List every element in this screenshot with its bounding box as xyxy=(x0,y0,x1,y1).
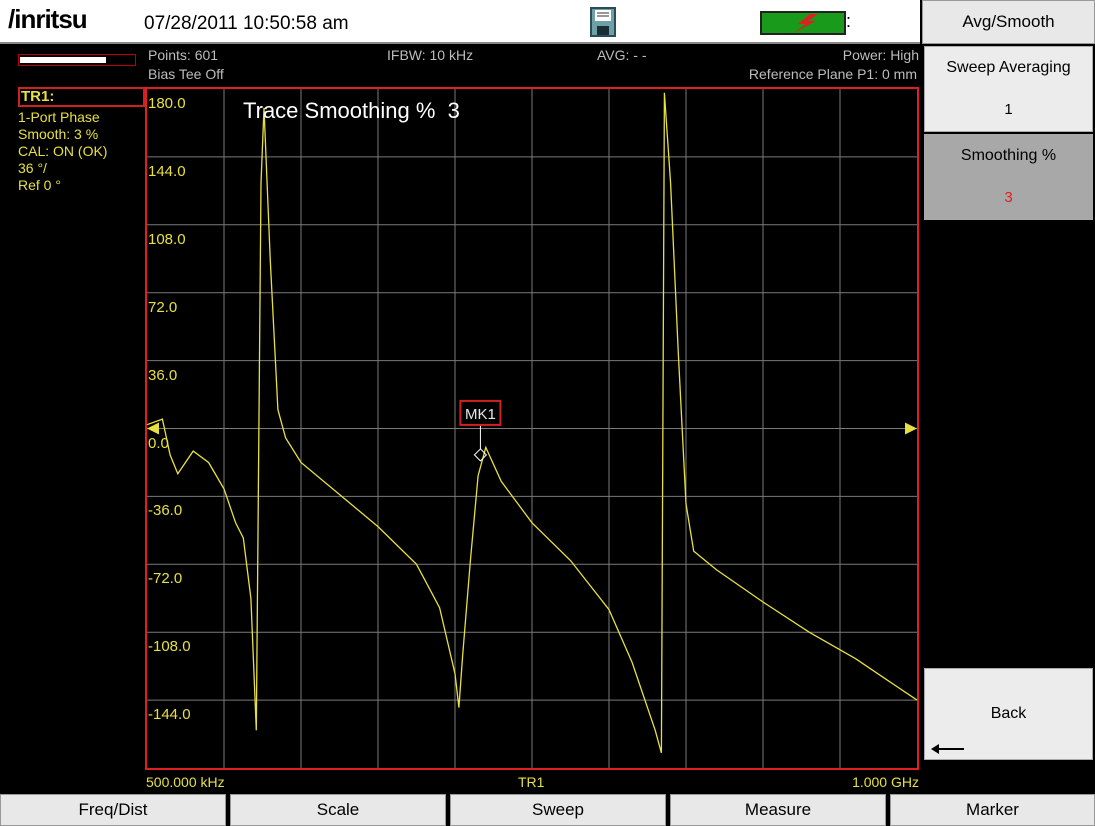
y-tick-label: 144.0 xyxy=(148,162,186,180)
softkey-panel: Avg/Smooth Sweep Averaging 1 Smoothing %… xyxy=(922,0,1095,792)
y-tick-label: -144.0 xyxy=(148,706,191,724)
y-tick-label: -36.0 xyxy=(148,502,183,520)
points-label: Points: 601 xyxy=(148,47,219,63)
reference-level-markers xyxy=(147,422,917,435)
avg-label: AVG: - - xyxy=(597,47,647,63)
trace-selector[interactable]: TR1: xyxy=(18,87,145,107)
battery-terminal: : xyxy=(846,11,852,31)
y-tick-label: 0.0 xyxy=(148,434,169,452)
trace-name: TR1: xyxy=(21,88,55,105)
y-tick-label: 36.0 xyxy=(148,366,178,384)
marker-label: MK1 xyxy=(465,406,496,423)
ref-marker-right xyxy=(905,422,917,435)
trace-series xyxy=(146,92,918,754)
y-tick-label: 108.0 xyxy=(148,230,186,248)
smoothing-percent-button[interactable]: Smoothing % 3 xyxy=(924,134,1093,220)
anritsu-logo: /inritsu xyxy=(8,4,88,34)
y-tick-label: 180.0 xyxy=(148,95,186,112)
smoothing-percent-label: Smoothing % xyxy=(960,147,1057,164)
reference-plane-label: Reference Plane P1: 0 mm xyxy=(748,66,917,82)
plot-grid xyxy=(147,89,917,768)
sweep-averaging-label: Sweep Averaging xyxy=(946,59,1071,76)
cal-status: CAL: ON (OK) xyxy=(18,143,108,159)
menu-marker[interactable]: Marker xyxy=(890,794,1095,826)
menu-freq-dist[interactable]: Freq/Dist xyxy=(0,794,226,826)
title-bar: /inritsu 07/28/2011 10:50:58 am : xyxy=(0,0,920,44)
marker-diamond xyxy=(473,448,488,462)
y-tick-label: 72.0 xyxy=(148,298,178,316)
smooth-status: Smooth: 3 % xyxy=(18,126,99,142)
bias-tee-label: Bias Tee Off xyxy=(148,66,224,82)
bottom-menu-bar: Freq/Dist Scale Sweep Measure Marker xyxy=(0,792,1095,826)
y-tick-label: -72.0 xyxy=(148,570,183,588)
smoothing-percent-value: 3 xyxy=(1004,189,1013,206)
reference-value: Ref 0 ° xyxy=(18,177,61,193)
x-stop-label: 1.000 GHz xyxy=(852,774,919,790)
marker-label-box xyxy=(459,399,502,426)
menu-measure[interactable]: Measure xyxy=(670,794,886,826)
menu-scale[interactable]: Scale xyxy=(230,794,446,826)
power-label: Power: High xyxy=(842,47,919,63)
save-icon[interactable] xyxy=(590,7,616,37)
phase-plot: MK1 xyxy=(145,87,919,770)
softkey-menu-title: Avg/Smooth xyxy=(922,0,1095,44)
sweep-averaging-value: 1 xyxy=(1004,101,1013,118)
marker-mk1: MK1 xyxy=(459,399,502,462)
chart-title: Trace Smoothing % 3 xyxy=(243,98,460,123)
ifbw-label: IFBW: 10 kHz xyxy=(387,47,474,63)
back-button[interactable]: Back xyxy=(924,668,1093,760)
x-center-label: TR1 xyxy=(518,774,545,790)
datetime: 07/28/2011 10:50:58 am xyxy=(144,13,349,34)
ref-marker-left xyxy=(147,422,159,435)
measurement-type: 1-Port Phase xyxy=(18,109,100,125)
sweep-averaging-button[interactable]: Sweep Averaging 1 xyxy=(924,46,1093,132)
x-start-label: 500.000 kHz xyxy=(146,774,225,790)
battery-charging-icon xyxy=(760,11,846,35)
trace-line xyxy=(146,92,918,754)
back-arrow-icon xyxy=(931,744,964,754)
y-tick-label: -108.0 xyxy=(148,638,191,656)
back-label: Back xyxy=(990,705,1027,722)
scale-per-div: 36 °/ xyxy=(18,160,47,176)
menu-sweep[interactable]: Sweep xyxy=(450,794,666,826)
sweep-progress-bar xyxy=(18,54,136,66)
